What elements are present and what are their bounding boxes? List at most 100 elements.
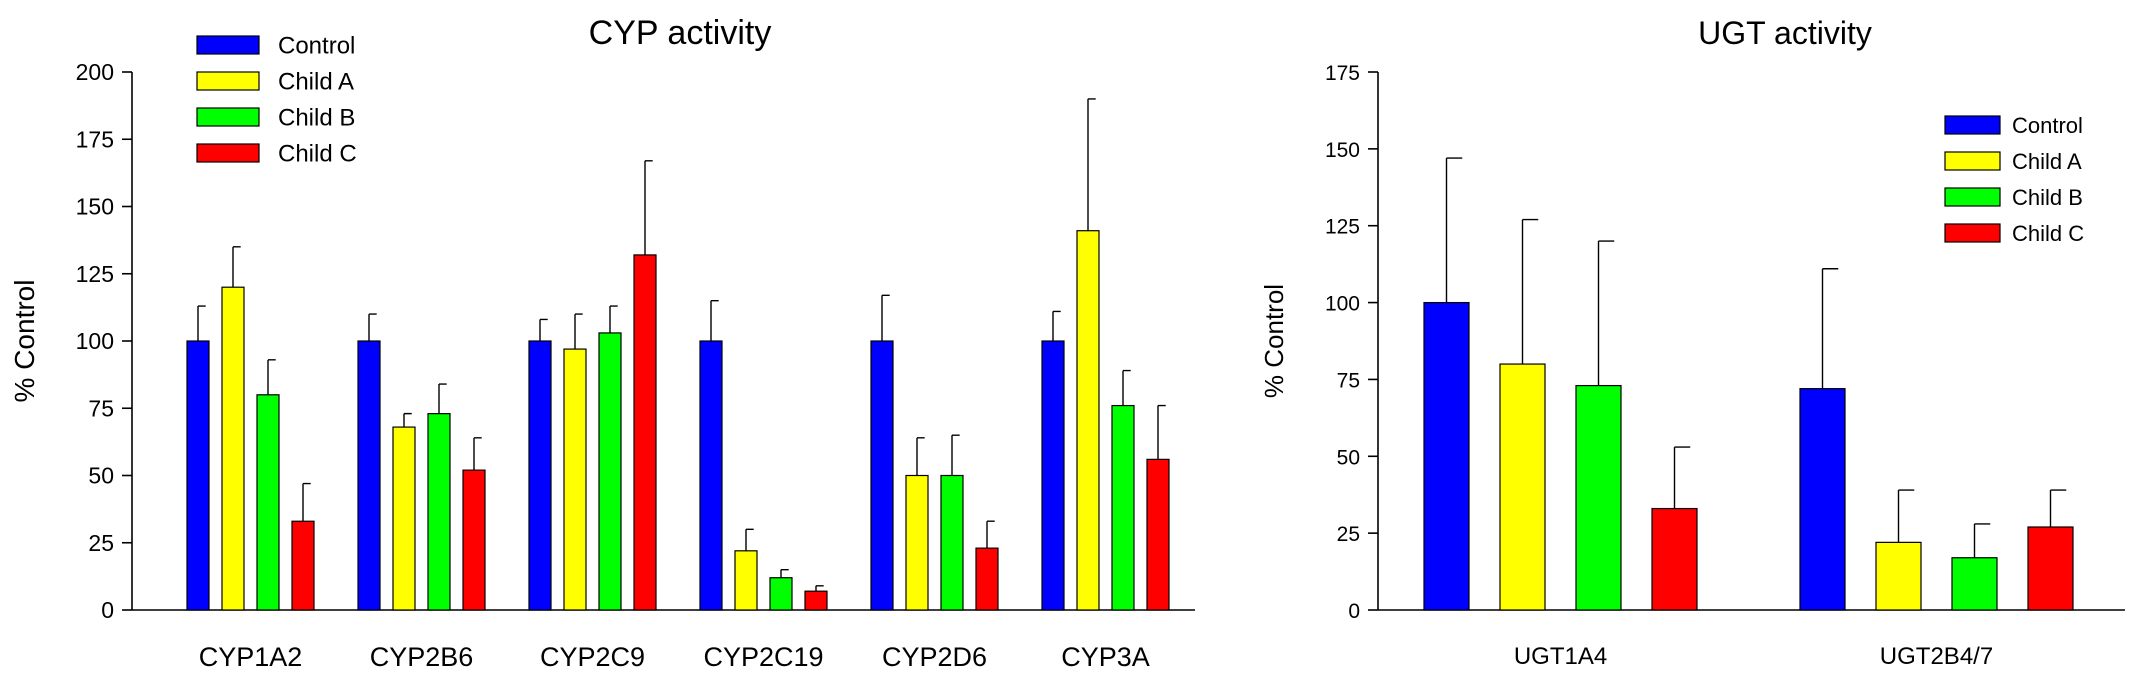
error-bar — [815, 585, 824, 592]
error-bar — [916, 437, 925, 476]
bar-control-ugt2b47 — [1799, 388, 1846, 611]
bar-child-b-ugt1a4 — [1575, 384, 1622, 611]
y-axis-label: % Control — [9, 280, 40, 403]
category-label: UGT2B4/7 — [1880, 643, 1993, 670]
category-label: CYP2C19 — [703, 642, 823, 672]
y-tick-label: 125 — [1325, 216, 1360, 239]
y-tick-label: 175 — [1325, 62, 1360, 85]
y-tick-label: 100 — [1325, 293, 1360, 316]
legend-swatch — [1944, 151, 2001, 171]
chart-title: UGT activity — [1698, 15, 1872, 51]
bar-control-cyp2d6 — [870, 340, 894, 611]
y-tick-label: 25 — [88, 530, 114, 556]
category-label: CYP3A — [1061, 642, 1150, 672]
bar-control-cyp2b6 — [357, 340, 381, 611]
y-tick-label: 175 — [76, 126, 114, 152]
legend-label: Control — [278, 33, 355, 60]
error-bar — [1052, 310, 1061, 341]
error-bar — [197, 305, 206, 341]
y-tick-label: 200 — [76, 59, 114, 85]
error-bar — [1597, 240, 1615, 386]
y-tick-label: 150 — [1325, 139, 1360, 162]
category-label: UGT1A4 — [1514, 643, 1607, 670]
error-bar — [368, 313, 377, 341]
y-axis-label: % Control — [1259, 284, 1289, 398]
legend-swatch — [196, 35, 260, 55]
bar-child-a-ugt2b47 — [1875, 541, 1922, 611]
y-tick-label: 150 — [76, 194, 114, 220]
error-bar — [539, 318, 548, 341]
error-bar — [1521, 218, 1539, 365]
y-tick-label: 25 — [1337, 523, 1360, 546]
bar-child-c-cyp1a2 — [291, 520, 315, 611]
legend-swatch — [1944, 223, 2001, 243]
y-tick-label: 0 — [101, 597, 114, 623]
chart-title: CYP activity — [589, 14, 772, 52]
error-bar — [574, 313, 583, 350]
error-bar — [403, 412, 412, 428]
bar-child-c-ugt1a4 — [1651, 507, 1698, 611]
error-bar — [780, 568, 789, 578]
y-tick-label: 75 — [1337, 369, 1360, 392]
error-bar — [1122, 369, 1131, 406]
error-bar — [1673, 446, 1691, 509]
legend-label: Child C — [2012, 221, 2084, 246]
error-bar — [1821, 268, 1839, 389]
bar-child-b-cyp3a — [1111, 404, 1135, 611]
error-bar — [1087, 98, 1096, 231]
category-label: CYP2C9 — [540, 642, 645, 672]
y-tick-label: 125 — [76, 261, 114, 287]
bar-child-a-cyp3a — [1076, 230, 1100, 611]
error-bar — [438, 383, 447, 414]
error-bar — [745, 528, 754, 551]
legend-label: Child B — [2012, 185, 2083, 210]
bar-child-c-ugt2b47 — [2027, 526, 2074, 611]
error-bar — [1157, 404, 1166, 460]
y-tick-label: 75 — [88, 395, 114, 421]
bar-child-b-cyp1a2 — [256, 394, 280, 611]
legend-swatch — [196, 107, 260, 127]
legend-label: Control — [2012, 113, 2083, 138]
error-bar — [1973, 523, 1991, 558]
bar-child-b-ugt2b47 — [1951, 557, 1998, 611]
bar-child-c-cyp2b6 — [462, 469, 486, 611]
legend: Control Child A Child B Child C — [1944, 113, 2084, 246]
bar-control-cyp1a2 — [186, 340, 210, 611]
y-tick-label: 0 — [1348, 600, 1360, 623]
bar-child-b-cyp2d6 — [940, 474, 964, 611]
legend-label: Child B — [278, 105, 355, 132]
error-bar — [1445, 157, 1463, 303]
legend: Control Child A Child B Child C — [196, 33, 357, 168]
legend-swatch — [196, 143, 260, 163]
bar-child-c-cyp3a — [1146, 458, 1170, 611]
bar-child-a-cyp1a2 — [221, 286, 245, 611]
legend-label: Child A — [2012, 149, 2082, 174]
error-bar — [986, 520, 995, 549]
bar-control-cyp3a — [1041, 340, 1065, 611]
bar-child-c-cyp2d6 — [975, 547, 999, 611]
error-bar — [710, 299, 719, 341]
y-tick-label: 50 — [88, 463, 114, 489]
legend-label: Child C — [278, 141, 357, 168]
error-bar — [644, 160, 653, 255]
bar-child-b-cyp2c9 — [598, 332, 622, 611]
category-label: CYP2D6 — [882, 642, 987, 672]
legend-swatch — [1944, 187, 2001, 207]
bar-child-a-cyp2b6 — [392, 426, 416, 611]
bar-control-cyp2c19 — [699, 340, 723, 611]
y-tick-label: 50 — [1337, 446, 1360, 469]
category-label: CYP2B6 — [370, 642, 474, 672]
bar-child-c-cyp2c19 — [804, 590, 828, 611]
bar-child-a-cyp2c19 — [734, 550, 758, 611]
error-bar — [2049, 489, 2067, 527]
category-label: CYP1A2 — [199, 642, 303, 672]
legend-label: Child A — [278, 69, 354, 96]
bar-child-c-cyp2c9 — [633, 254, 657, 611]
legend-swatch — [196, 71, 260, 91]
error-bar — [232, 246, 241, 288]
bar-child-b-cyp2b6 — [427, 413, 451, 611]
error-bar — [267, 359, 276, 395]
error-bar — [881, 294, 890, 341]
error-bar — [302, 482, 311, 522]
